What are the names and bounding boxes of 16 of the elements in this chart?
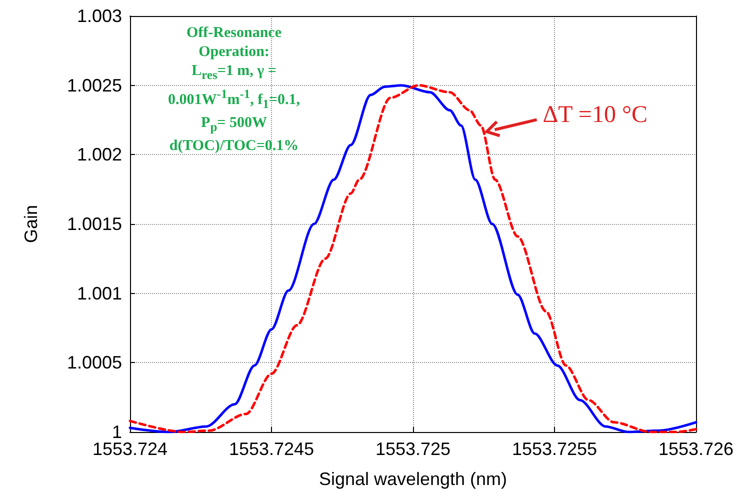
y-axis-title: Gain [21, 204, 41, 244]
annotation: ΔT =10 °C [542, 102, 648, 129]
x-tick-label: 1553.7245 [228, 439, 314, 459]
x-tick-label: 1553.724 [92, 439, 168, 459]
y-tick-label: 1 [112, 422, 122, 442]
text: Off-Resonance Operation: L$_{res}$=1 m, γ = 0.001W$^{-1}$m$^{-1}$, f$_{1}$=0.1, P$_{p}$= 500W d(TOC)/TOC=0.1% [168, 25, 300, 154]
x-tick-label: 1553.7255 [512, 439, 598, 459]
y-tick-label: 1.0025 [66, 75, 122, 96]
y-tick-label: 1.001 [76, 283, 122, 304]
y-tick-label: 1.0015 [66, 214, 122, 234]
x-tick-label: 1553.725 [375, 439, 451, 459]
x-axis-title: Signal wavelength (nm) [318, 469, 508, 489]
y-tick-label: 1.002 [76, 144, 122, 165]
y-tick-label: 1.0005 [66, 352, 122, 373]
y-tick-label: 1.003 [76, 6, 122, 26]
x-tick-label: 1553.726 [658, 439, 734, 459]
